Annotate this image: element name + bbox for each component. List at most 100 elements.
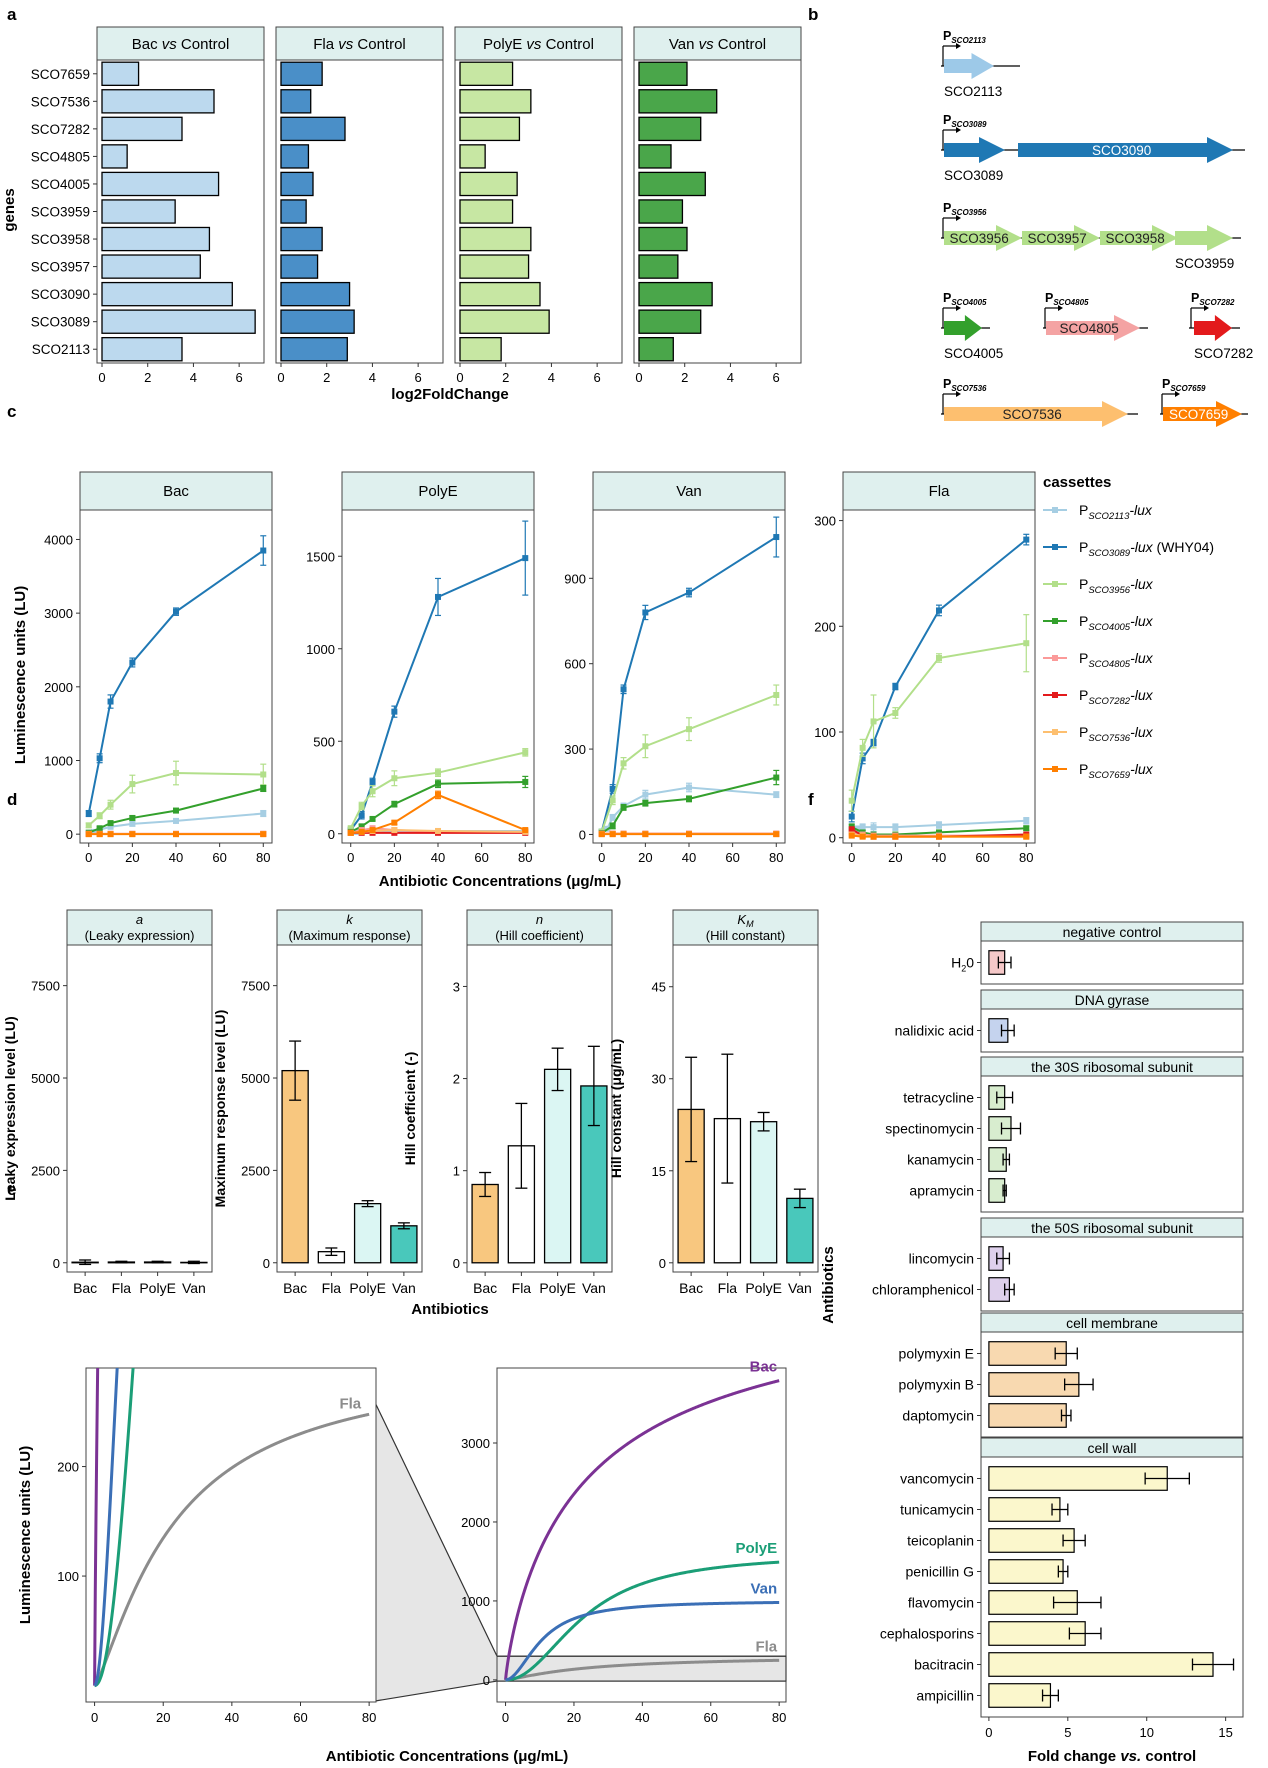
tick-label: 2 [323, 370, 330, 385]
tick-label: 200 [57, 1460, 79, 1475]
bar [280, 89, 312, 114]
tick-label: 40 [932, 850, 946, 865]
bar [988, 1403, 1067, 1428]
tick-label: 0 [263, 1256, 270, 1271]
group-panel [980, 1456, 1244, 1718]
data-point [369, 778, 376, 785]
bar [101, 144, 128, 169]
data-point [642, 743, 649, 750]
tick-label: 2500 [241, 1163, 270, 1178]
series-label: Van [750, 1580, 777, 1597]
tick-label: 300 [814, 514, 836, 529]
category-label: Bac [283, 1280, 307, 1296]
tick-label: 7500 [241, 979, 270, 994]
tick-label: 0 [347, 850, 354, 865]
tick-label: 3 [453, 979, 460, 994]
data-point [892, 824, 899, 831]
data-point [85, 831, 92, 838]
bar [638, 226, 688, 252]
panel-letter-e: e [7, 1180, 16, 1199]
tick-label: 0 [598, 850, 605, 865]
gene-label: SCO3958 [1105, 231, 1164, 246]
bar [459, 61, 514, 86]
tick-label: 0 [277, 370, 284, 385]
data-point [435, 769, 441, 776]
bar [459, 337, 502, 362]
gene-arrow [944, 315, 982, 341]
data-point [686, 795, 692, 802]
bar [459, 226, 532, 252]
facet-strip [633, 26, 802, 61]
category-label: daptomycin [902, 1408, 974, 1424]
tick-label: 80 [1019, 850, 1033, 865]
bar [638, 199, 684, 224]
legend-point [1052, 729, 1058, 735]
data-point [848, 813, 855, 820]
tick-label: 0 [85, 850, 92, 865]
data-point [936, 607, 942, 614]
bar [459, 89, 532, 114]
data-point [173, 608, 179, 615]
category-label: polymyxin B [899, 1377, 974, 1393]
data-point [609, 814, 616, 821]
data-point [260, 831, 267, 838]
group-panel [980, 940, 1244, 985]
data-point [522, 827, 529, 834]
gene-arrow [1175, 225, 1233, 251]
category-label: Fla [718, 1280, 738, 1296]
panel-a: Bac vs Control 0 2 4 6 Fla vs Control 0 2 4 6 Poly… [1, 26, 802, 403]
legend-label: PSCO7282-lux [1079, 687, 1154, 707]
tick-label: 40 [635, 1710, 649, 1725]
group-panel [980, 1075, 1244, 1213]
promoter-label: PSCO2113 [943, 29, 986, 45]
legend-label: PSCO3956-lux [1079, 576, 1154, 596]
data-point [870, 824, 877, 831]
left-curves [93, 1368, 370, 1688]
group-panel [980, 1008, 1244, 1053]
category-label: Van [392, 1280, 416, 1296]
bar [459, 199, 514, 224]
promoter-label: PSCO7282 [1191, 291, 1235, 307]
curve-Fla [93, 1412, 370, 1687]
tick-label: 40 [431, 850, 445, 865]
bar [638, 144, 672, 169]
data-point [642, 609, 649, 616]
bar [459, 144, 486, 169]
legend-point [1052, 507, 1058, 513]
data-point [522, 778, 529, 785]
data-point [107, 820, 114, 827]
data-point [435, 827, 441, 834]
data-point [1023, 536, 1030, 543]
tick-label: 60 [704, 1710, 718, 1725]
x-axis-title: Fold change vs. control [1028, 1748, 1196, 1765]
data-point [358, 812, 365, 819]
panel-letter-d: d [7, 790, 17, 809]
tick-label: 0 [98, 370, 105, 385]
promoter-label: PSCO3089 [943, 113, 987, 129]
data-point [522, 555, 529, 562]
facet-title: a [136, 912, 143, 927]
data-point [642, 800, 649, 807]
right-curves [504, 1379, 780, 1682]
category-label: SCO7659 [31, 67, 90, 82]
facet-strip [66, 909, 213, 946]
tick-label: 2000 [44, 680, 73, 695]
series-label: Fla [755, 1638, 777, 1655]
facet-panel [66, 944, 213, 1273]
legend-point [1052, 544, 1058, 550]
tick-label: 1000 [306, 642, 335, 657]
bar [280, 337, 348, 362]
facet-strip [454, 26, 623, 61]
facet-title: PolyE [418, 483, 457, 500]
data-point [91, 828, 98, 835]
panel-letter-f: f [808, 790, 814, 809]
data-point [620, 760, 627, 767]
group-title: DNA gyrase [1075, 992, 1150, 1008]
gene-label: SCO4005 [944, 346, 1003, 361]
gene-arrow [944, 137, 1005, 163]
category-label: tetracycline [903, 1090, 974, 1106]
legend-point [1052, 581, 1058, 587]
tick-label: 300 [564, 742, 586, 757]
